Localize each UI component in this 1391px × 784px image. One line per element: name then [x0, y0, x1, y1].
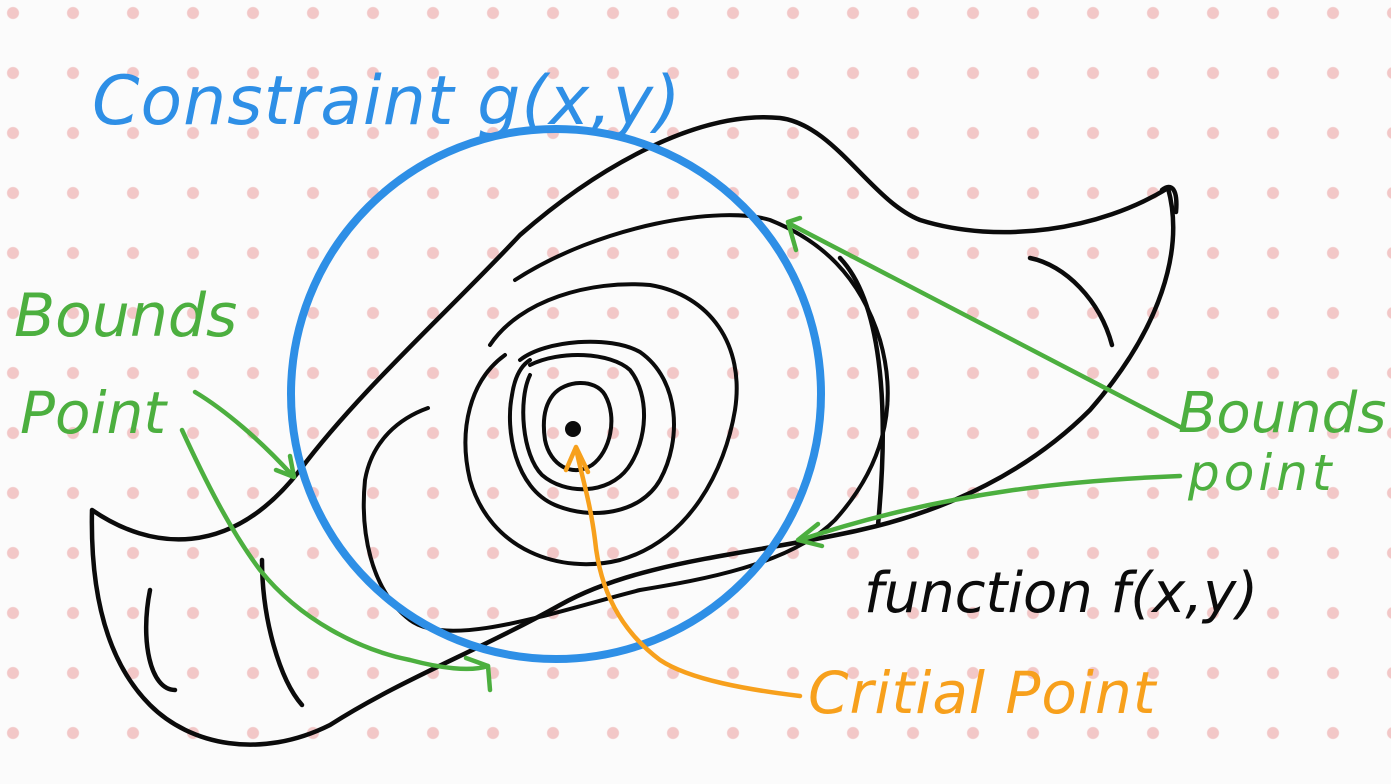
surface-outline — [89, 114, 1176, 747]
critical-arrow-line — [573, 445, 803, 699]
constraint-label: Constraint g(x,y) — [92, 62, 682, 141]
arrow-right-lower-head — [795, 521, 825, 549]
arrow-left-upper — [192, 389, 295, 478]
contour-inner — [541, 381, 614, 472]
bounds-left-label-line1: Bounds — [14, 281, 238, 351]
contour-outer — [361, 213, 890, 633]
function-label: function f(x,y) — [864, 561, 1259, 626]
bounds-left-label-line2: Point — [20, 379, 167, 447]
critical-arrow — [563, 444, 803, 699]
constraint-circle — [287, 125, 825, 663]
arrow-left-lower-head — [463, 655, 493, 693]
contour-3 — [463, 282, 739, 567]
critical-point-label: Critial Point — [808, 659, 1157, 727]
critical-point-dot — [565, 421, 581, 437]
arrow-right-upper-head — [785, 215, 803, 253]
arrow-left-upper-head — [273, 453, 297, 480]
bounds-arrows — [179, 215, 1185, 693]
contour-1 — [521, 352, 647, 492]
bounds-right-label-line1: Bounds — [1178, 381, 1387, 446]
critical-arrow-head — [563, 444, 591, 475]
surface-fold-1 — [143, 587, 178, 693]
bounds-right-label-line2: point — [1188, 444, 1336, 502]
surface-fold-4 — [837, 255, 885, 528]
arrow-right-lower — [797, 473, 1183, 543]
arrow-right-upper — [787, 221, 1185, 431]
surface-tip — [1159, 184, 1179, 215]
contour-2 — [507, 339, 676, 515]
surface-fold-2 — [259, 557, 305, 708]
contour-lines — [361, 213, 890, 633]
function-surface — [89, 114, 1179, 747]
surface-fold-3 — [1027, 255, 1115, 348]
arrow-left-lower — [179, 427, 491, 672]
